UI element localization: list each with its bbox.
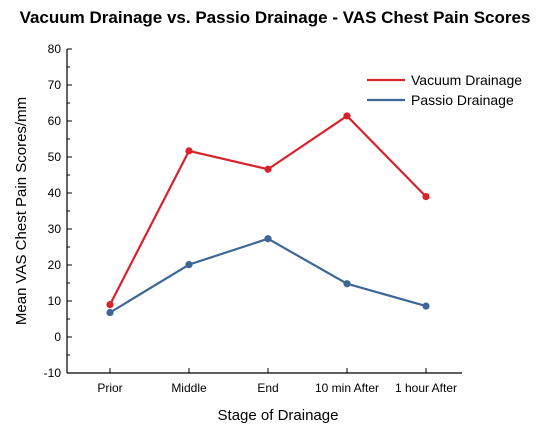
y-axis-label: Mean VAS Chest Pain Scores/mm: [13, 97, 30, 325]
data-point-passio-drainage: [343, 280, 351, 288]
data-point-passio-drainage: [422, 302, 430, 310]
y-tick-labels: -10 0 10 20 30 40 50 60 70 80: [44, 42, 62, 380]
data-point-passio-drainage: [264, 235, 272, 243]
x-axis-label: Stage of Drainage: [218, 407, 339, 424]
y-tick-label: -10: [44, 366, 62, 380]
data-point-vacuum-drainage: [422, 193, 430, 201]
chart-axes: [66, 48, 462, 374]
chart-legend: Vacuum Drainage Passio Drainage: [367, 72, 522, 108]
y-tick-label: 30: [48, 222, 62, 236]
legend-label-vacuum-drainage: Vacuum Drainage: [411, 72, 522, 88]
y-tick-label: 0: [54, 330, 61, 344]
data-point-vacuum-drainage: [264, 165, 272, 173]
chart-title: Vacuum Drainage vs. Passio Drainage - VA…: [19, 8, 531, 27]
x-tick-label: End: [257, 381, 278, 395]
y-tick-label: 70: [48, 78, 62, 92]
y-tick-label: 60: [48, 114, 62, 128]
x-tick-labels: Prior Middle End 10 min After 1 hour After: [97, 381, 457, 395]
x-tick-label: 1 hour After: [395, 381, 457, 395]
y-tick-label: 20: [48, 258, 62, 272]
x-tick-label: Middle: [171, 381, 207, 395]
y-tick-label: 40: [48, 186, 62, 200]
data-point-vacuum-drainage: [106, 301, 114, 309]
data-point-vacuum-drainage: [343, 112, 351, 120]
y-tick-label: 80: [48, 42, 62, 56]
chart-series: [106, 112, 430, 317]
data-point-passio-drainage: [185, 261, 193, 269]
y-tick-label: 10: [48, 294, 62, 308]
data-point-passio-drainage: [106, 308, 114, 317]
x-tick-label: 10 min After: [315, 381, 379, 395]
series-line-passio-drainage: [109, 237, 427, 314]
legend-label-passio-drainage: Passio Drainage: [411, 92, 514, 108]
y-tick-label: 50: [48, 150, 62, 164]
data-point-vacuum-drainage: [185, 147, 193, 155]
series-line-vacuum-drainage: [109, 114, 427, 306]
x-tick-label: Prior: [97, 381, 122, 395]
